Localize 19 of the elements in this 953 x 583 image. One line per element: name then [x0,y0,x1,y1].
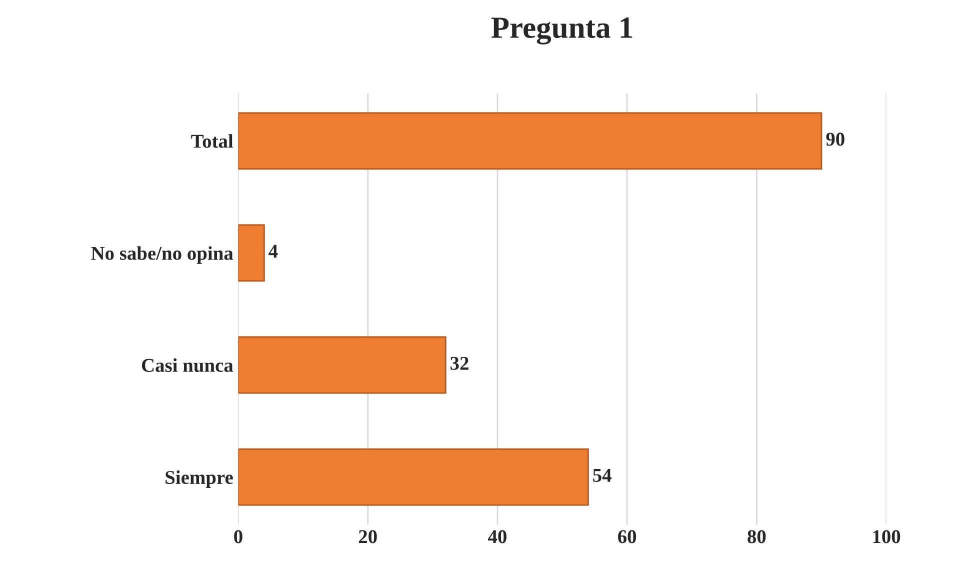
bar [238,336,446,394]
data-label: 32 [450,356,468,370]
y-tick-label: Siempre [166,470,233,488]
x-tick-label: 60 [618,530,636,544]
data-label: 90 [826,132,844,146]
bar [238,448,589,506]
bar [238,112,822,170]
chart-title: Pregunta 1 [491,18,632,44]
x-tick-label: 80 [748,530,766,544]
x-tick-label: 20 [358,530,377,544]
y-tick-label: Casi nunca [142,358,234,372]
y-tick-label: Total [191,134,234,148]
data-label: 54 [593,468,612,482]
x-tick-label: 0 [234,530,242,544]
x-tick-label: 40 [488,530,506,544]
data-label: 4 [268,244,278,258]
bar [238,224,265,282]
y-tick-label: No sabe/no opina [91,246,234,264]
x-tick-label: 100 [873,530,900,544]
